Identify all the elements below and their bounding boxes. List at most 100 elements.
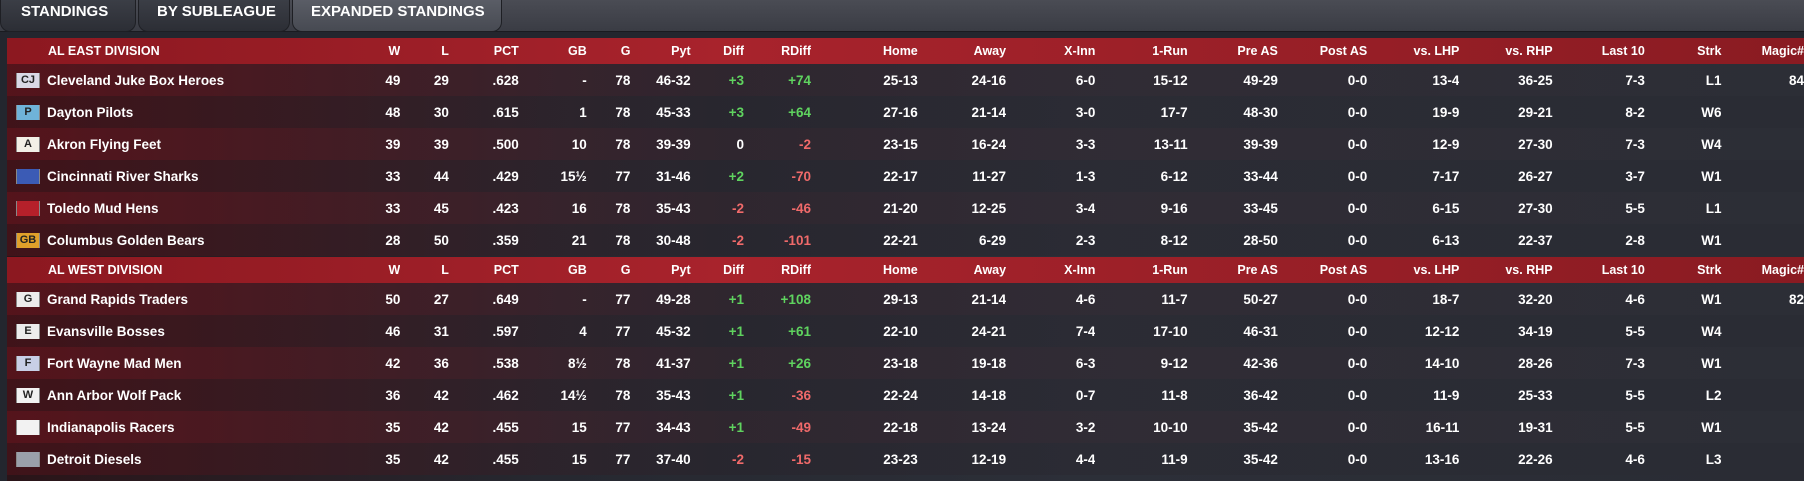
column-header-diff[interactable]: Diff bbox=[723, 263, 744, 277]
team-name[interactable]: G Grand Rapids Traders bbox=[7, 291, 377, 307]
column-header-post-all-star[interactable]: Post AS bbox=[1319, 44, 1368, 58]
cell-extra-innings: 3-2 bbox=[1075, 419, 1096, 435]
cell-one-run: 17-7 bbox=[1160, 104, 1188, 120]
team-logo-icon bbox=[16, 451, 40, 467]
team-logo-icon: CJ bbox=[16, 72, 40, 88]
cell-home: 22-18 bbox=[883, 419, 918, 435]
table-row[interactable]: Toledo Mud Hens 33 45 .423 16 78 35-43 -2 -46 21-… bbox=[7, 192, 1804, 224]
team-name[interactable]: Indianapolis Racers bbox=[7, 419, 377, 435]
column-header-post-all-star[interactable]: Post AS bbox=[1319, 263, 1368, 277]
column-header-vs-lhp[interactable]: vs. LHP bbox=[1413, 44, 1460, 58]
column-header-losses[interactable]: L bbox=[441, 263, 449, 277]
team-name[interactable]: P Dayton Pilots bbox=[7, 104, 377, 120]
cell-wins: 36 bbox=[385, 387, 401, 403]
team-name[interactable]: CJ Cleveland Juke Box Heroes bbox=[7, 72, 377, 88]
cell-pct: .628 bbox=[492, 72, 519, 88]
column-header-magic-number[interactable]: Magic# bbox=[1761, 44, 1804, 58]
cell-pythag: 34-43 bbox=[656, 419, 691, 435]
column-header-games[interactable]: G bbox=[620, 263, 631, 277]
column-header-one-run[interactable]: 1-Run bbox=[1152, 263, 1188, 277]
cell-home: 22-17 bbox=[883, 168, 918, 184]
column-header-magic-number[interactable]: Magic# bbox=[1761, 263, 1804, 277]
column-header-run-diff[interactable]: RDiff bbox=[781, 44, 811, 58]
cell-one-run: 9-16 bbox=[1160, 200, 1188, 216]
column-header-vs-rhp[interactable]: vs. RHP bbox=[1505, 263, 1553, 277]
team-logo-icon: G bbox=[16, 291, 40, 307]
tab-expanded-standings[interactable]: EXPANDED STANDINGS bbox=[292, 0, 502, 32]
tab-by-subleague[interactable]: BY SUBLEAGUE bbox=[138, 0, 290, 32]
division-section: AL WEST DIVISION W L PCT GB G Pyt Diff RDiff Home… bbox=[7, 257, 1804, 475]
column-header-streak[interactable]: Strk bbox=[1697, 44, 1722, 58]
column-header-away[interactable]: Away bbox=[973, 263, 1007, 277]
division-name: AL WEST DIVISION bbox=[48, 263, 163, 277]
cell-pre-all-star: 50-27 bbox=[1243, 291, 1278, 307]
team-name[interactable]: Detroit Diesels bbox=[7, 451, 377, 467]
cell-run-diff: +108 bbox=[780, 291, 811, 307]
column-header-pre-all-star[interactable]: Pre AS bbox=[1237, 263, 1278, 277]
column-header-last-10[interactable]: Last 10 bbox=[1601, 44, 1645, 58]
team-name-label: Ann Arbor Wolf Pack bbox=[47, 387, 182, 403]
team-logo-icon: P bbox=[16, 104, 40, 120]
table-row[interactable]: GB Columbus Golden Bears 28 50 .359 21 78 30-48… bbox=[7, 224, 1804, 256]
cell-pythag: 49-28 bbox=[656, 291, 691, 307]
column-header-games-behind[interactable]: GB bbox=[567, 44, 587, 58]
cell-extra-innings: 4-6 bbox=[1075, 291, 1096, 307]
team-name[interactable]: Toledo Mud Hens bbox=[7, 200, 377, 216]
column-header-one-run[interactable]: 1-Run bbox=[1152, 44, 1188, 58]
cell-losses: 45 bbox=[433, 200, 449, 216]
column-header-away[interactable]: Away bbox=[973, 44, 1007, 58]
column-header-games-behind[interactable]: GB bbox=[567, 263, 587, 277]
team-name[interactable]: A Akron Flying Feet bbox=[7, 136, 377, 152]
column-header-last-10[interactable]: Last 10 bbox=[1601, 263, 1645, 277]
column-header-wins[interactable]: W bbox=[388, 44, 401, 58]
cell-last-10: 7-3 bbox=[1625, 72, 1645, 88]
cell-pct: .597 bbox=[492, 323, 519, 339]
cell-pythag: 46-32 bbox=[656, 72, 691, 88]
column-header-wins[interactable]: W bbox=[388, 263, 401, 277]
cell-one-run: 15-12 bbox=[1153, 72, 1188, 88]
cell-wins: 50 bbox=[385, 291, 401, 307]
column-header-diff[interactable]: Diff bbox=[723, 44, 744, 58]
table-row[interactable]: F Fort Wayne Mad Men 42 36 .538 8½ 78 41-37 +1 +2… bbox=[7, 347, 1804, 379]
column-header-pre-all-star[interactable]: Pre AS bbox=[1237, 44, 1278, 58]
cell-home: 23-15 bbox=[883, 136, 918, 152]
column-header-games[interactable]: G bbox=[620, 44, 631, 58]
column-header-pythag[interactable]: Pyt bbox=[671, 263, 691, 277]
table-row[interactable]: W Ann Arbor Wolf Pack 36 42 .462 14½ 78 35-43 +1… bbox=[7, 379, 1804, 411]
column-header-extra-innings[interactable]: X-Inn bbox=[1064, 263, 1096, 277]
cell-away: 24-16 bbox=[971, 72, 1007, 88]
table-row[interactable]: E Evansville Bosses 46 31 .597 4 77 45-32 +1 +61 2… bbox=[7, 315, 1804, 347]
column-header-streak[interactable]: Strk bbox=[1697, 263, 1722, 277]
team-name[interactable]: W Ann Arbor Wolf Pack bbox=[7, 387, 377, 403]
column-header-losses[interactable]: L bbox=[441, 44, 449, 58]
cell-vs-rhp: 32-20 bbox=[1518, 291, 1553, 307]
cell-pct: .455 bbox=[492, 451, 519, 467]
column-header-pct[interactable]: PCT bbox=[493, 44, 519, 58]
column-header-vs-rhp[interactable]: vs. RHP bbox=[1505, 44, 1553, 58]
table-row[interactable]: Cincinnati River Sharks 33 44 .429 15½ 77 31-4… bbox=[7, 160, 1804, 192]
column-header-pythag[interactable]: Pyt bbox=[671, 44, 691, 58]
cell-last-10: 8-2 bbox=[1625, 104, 1645, 120]
column-header-pct[interactable]: PCT bbox=[493, 263, 519, 277]
column-header-vs-lhp[interactable]: vs. LHP bbox=[1413, 263, 1460, 277]
team-name-label: Detroit Diesels bbox=[47, 451, 142, 467]
team-name[interactable]: E Evansville Bosses bbox=[7, 323, 377, 339]
tab-standings[interactable]: STANDINGS bbox=[0, 0, 136, 32]
team-name[interactable]: F Fort Wayne Mad Men bbox=[7, 355, 377, 371]
column-header-home[interactable]: Home bbox=[883, 44, 918, 58]
table-row[interactable]: A Akron Flying Feet 39 39 .500 10 78 39-39 0 -2 23… bbox=[7, 128, 1804, 160]
table-row[interactable]: CJ Cleveland Juke Box Heroes 49 29 .628 - 78 46… bbox=[7, 64, 1804, 96]
team-name[interactable]: GB Columbus Golden Bears bbox=[7, 232, 377, 248]
table-row[interactable]: Detroit Diesels 35 42 .455 15 77 37-40 -2 -15 23-… bbox=[7, 443, 1804, 475]
column-header-extra-innings[interactable]: X-Inn bbox=[1064, 44, 1096, 58]
cell-streak: L2 bbox=[1705, 387, 1722, 403]
team-name[interactable]: Cincinnati River Sharks bbox=[7, 168, 377, 184]
team-logo-icon: W bbox=[16, 387, 40, 403]
column-header-home[interactable]: Home bbox=[883, 263, 918, 277]
table-row[interactable]: P Dayton Pilots 48 30 .615 1 78 45-33 +3 +64 27-16… bbox=[7, 96, 1804, 128]
table-row[interactable]: G Grand Rapids Traders 50 27 .649 - 77 49-28 +1 +… bbox=[7, 283, 1804, 315]
column-header-run-diff[interactable]: RDiff bbox=[781, 263, 811, 277]
cell-games: 77 bbox=[615, 168, 631, 184]
cell-last-10: 4-6 bbox=[1625, 451, 1645, 467]
table-row[interactable]: Indianapolis Racers 35 42 .455 15 77 34-43 +1 -4… bbox=[7, 411, 1804, 443]
